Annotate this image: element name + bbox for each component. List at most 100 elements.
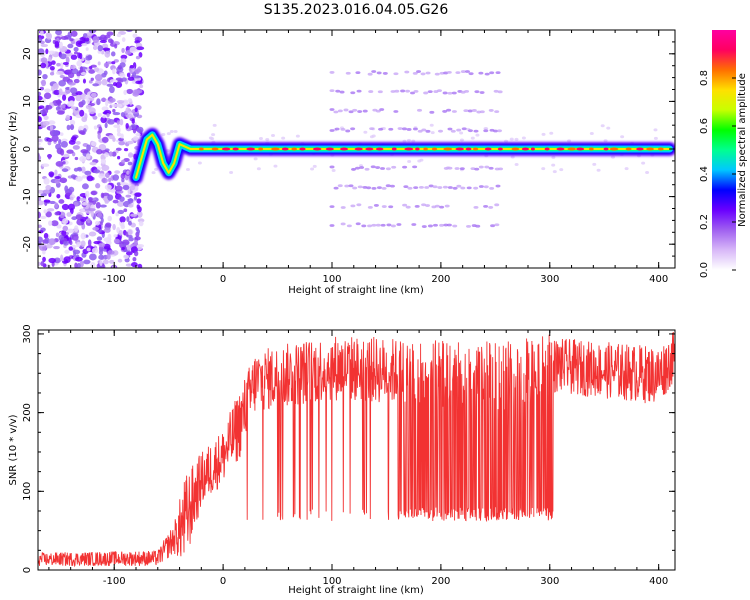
spectrogram-noise-cell: [61, 203, 69, 211]
spectrogram-noise-cell: [69, 38, 74, 42]
spectrogram-noise-cell: [58, 80, 67, 87]
spectrogram-harmonic-cell: [489, 186, 495, 190]
spectrogram-speckle: [641, 161, 646, 165]
spectrogram-noise-cell: [117, 258, 123, 263]
spectrogram-noise-cell: [129, 64, 135, 69]
spectrogram-noise-cell: [119, 62, 126, 68]
spectrogram-harmonic-cell: [406, 128, 412, 131]
spectrogram-harmonic-cell: [371, 223, 377, 227]
spectrogram-harmonic-cell: [447, 166, 453, 170]
spectrogram-harmonic-cell: [436, 89, 442, 92]
spectrogram-noise-cell: [40, 193, 47, 197]
spectrogram-noise-cell: [116, 33, 122, 38]
spectrogram-noise-cell: [125, 251, 133, 256]
spectrogram-harmonic-cell: [393, 110, 399, 113]
spectrogram-speckle: [653, 136, 658, 140]
spectrogram-harmonic-cell: [483, 185, 489, 189]
spectrogram-noise-cell: [112, 223, 116, 231]
snr-x-tick-label: 400: [649, 576, 668, 587]
spectrogram-noise-cell: [70, 174, 76, 179]
spectrogram-noise-cell: [79, 155, 87, 162]
spectrogram-noise-cell: [72, 249, 81, 255]
spectrogram-noise-cell: [85, 55, 92, 61]
spectrogram-harmonic-cell: [366, 186, 372, 190]
spectrogram-noise-cell: [66, 124, 71, 131]
spectrogram-noise-cell: [79, 197, 87, 202]
spectrogram-harmonic-cell: [405, 89, 411, 93]
spectrogram-harmonic-cell: [451, 91, 457, 95]
spectrogram-noise-cell: [69, 240, 73, 246]
spectrogram-harmonic-cell: [497, 90, 503, 94]
spectrogram-harmonic-cell: [367, 224, 373, 228]
snr-y-tick-label: 200: [22, 403, 33, 422]
spectrogram-peak-cell: [567, 147, 576, 151]
spectrogram-noise-cell: [74, 262, 78, 268]
spectrogram-x-tick-label: 0: [220, 274, 226, 285]
spectrogram-noise-cell: [38, 261, 41, 266]
spectrogram-noise-cell: [66, 212, 72, 217]
spectrogram-noise-cell: [120, 111, 126, 118]
spectrogram-noise-cell: [44, 88, 51, 93]
spectrogram-noise-cell: [92, 45, 98, 51]
spectrogram-noise-cell: [104, 50, 111, 58]
spectrogram-noise-cell: [102, 259, 109, 265]
spectrogram-noise-cell: [96, 149, 103, 155]
spectrogram-harmonic-cell: [364, 167, 370, 171]
spectrogram-noise-cell: [43, 115, 49, 120]
spectrogram-speckle: [504, 139, 509, 143]
spectrogram-noise-cell: [54, 41, 60, 48]
spectrogram-harmonic-cell: [473, 205, 479, 209]
spectrogram-peak-cell: [636, 147, 644, 151]
spectrogram-noise-cell: [112, 199, 119, 204]
spectrogram-noise-cell: [42, 256, 46, 262]
spectrogram-noise-cell: [80, 149, 89, 154]
spectrogram-noise-cell: [67, 43, 74, 49]
spectrogram-harmonic-cell: [337, 184, 343, 188]
spectrogram-speckle: [310, 167, 315, 171]
spectrogram-noise-cell: [120, 58, 127, 64]
spectrogram-noise-cell: [45, 48, 49, 55]
spectrogram-harmonic-cell: [414, 204, 420, 208]
spectrogram-noise-cell: [46, 32, 53, 40]
spectrogram-harmonic-cell: [493, 89, 499, 93]
spectrogram-noise-cell: [134, 107, 138, 113]
spectrogram-noise-cell: [48, 220, 53, 226]
spectrogram-harmonic-cell: [329, 89, 335, 93]
spectrogram-harmonic-cell: [474, 90, 480, 94]
spectrogram-harmonic-cell: [425, 129, 431, 133]
spectrogram-harmonic-cell: [442, 91, 448, 95]
spectrogram-noise-cell: [45, 105, 53, 110]
spectrogram-noise-cell: [119, 196, 125, 202]
spectrogram-noise-cell: [86, 175, 94, 182]
spectrogram-harmonic-cell: [391, 165, 397, 169]
spectrogram-noise-cell: [90, 77, 94, 81]
spectrogram-harmonic-cell: [361, 224, 367, 228]
spectrogram-speckle: [208, 136, 213, 140]
spectrogram-noise-cell: [116, 103, 123, 108]
spectrogram-harmonic-cell: [417, 129, 423, 133]
spectrogram-noise-cell: [48, 50, 56, 55]
spectrogram-harmonic-cell: [356, 203, 362, 207]
spectrogram-noise-cell: [132, 127, 137, 134]
spectrogram-noise-cell: [42, 120, 50, 126]
spectrogram-speckle: [653, 128, 658, 132]
spectrogram-noise-cell: [51, 134, 59, 142]
spectrogram-noise-cell: [70, 87, 78, 94]
spectrogram-harmonic-cell: [329, 129, 335, 132]
spectrogram-harmonic-cell: [452, 186, 458, 190]
spectrogram-noise-cell: [63, 241, 69, 246]
spectrogram-noise-cell: [64, 185, 69, 193]
spectrogram-harmonic-cell: [452, 224, 458, 228]
spectrogram-harmonic-cell: [497, 129, 503, 133]
spectrogram-noise-cell: [62, 61, 69, 66]
spectrogram-harmonic-cell: [359, 166, 365, 169]
spectrogram-speckle: [173, 130, 178, 134]
spectrogram-noise-cell: [114, 43, 118, 49]
spectrogram-speckle: [610, 155, 615, 159]
spectrogram-noise-cell: [121, 47, 125, 54]
spectrogram-noise-cell: [134, 192, 142, 197]
spectrogram-noise-cell: [49, 72, 55, 76]
spectrogram-noise-cell: [94, 220, 101, 226]
spectrogram-peak-cell: [465, 147, 472, 151]
